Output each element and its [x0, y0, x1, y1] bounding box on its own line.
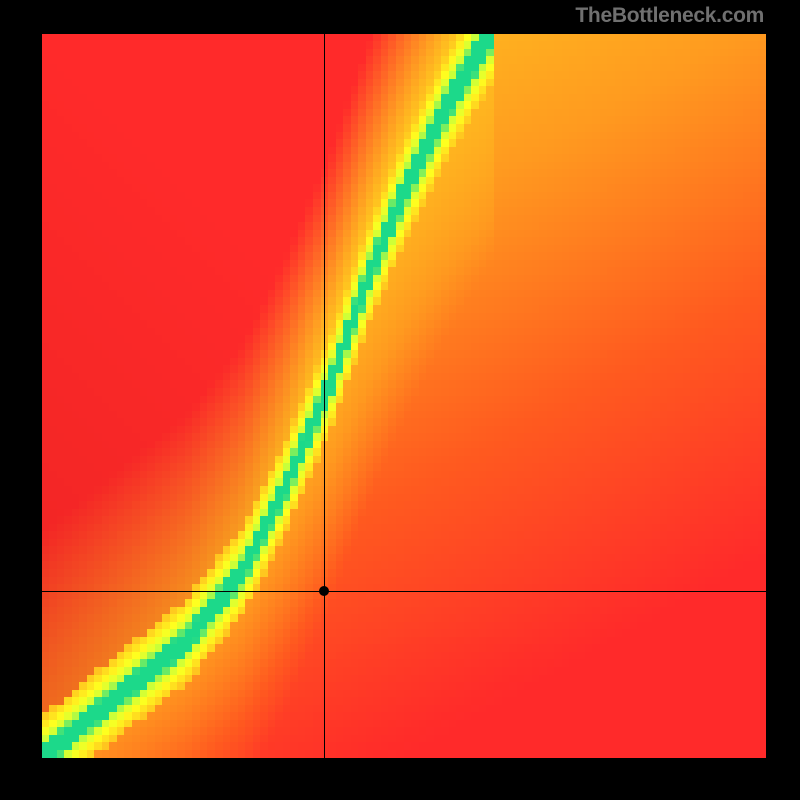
- attribution-text: TheBottleneck.com: [575, 4, 764, 28]
- crosshair-vertical: [324, 34, 325, 758]
- heatmap-canvas: [42, 34, 766, 758]
- crosshair-horizontal: [42, 591, 766, 592]
